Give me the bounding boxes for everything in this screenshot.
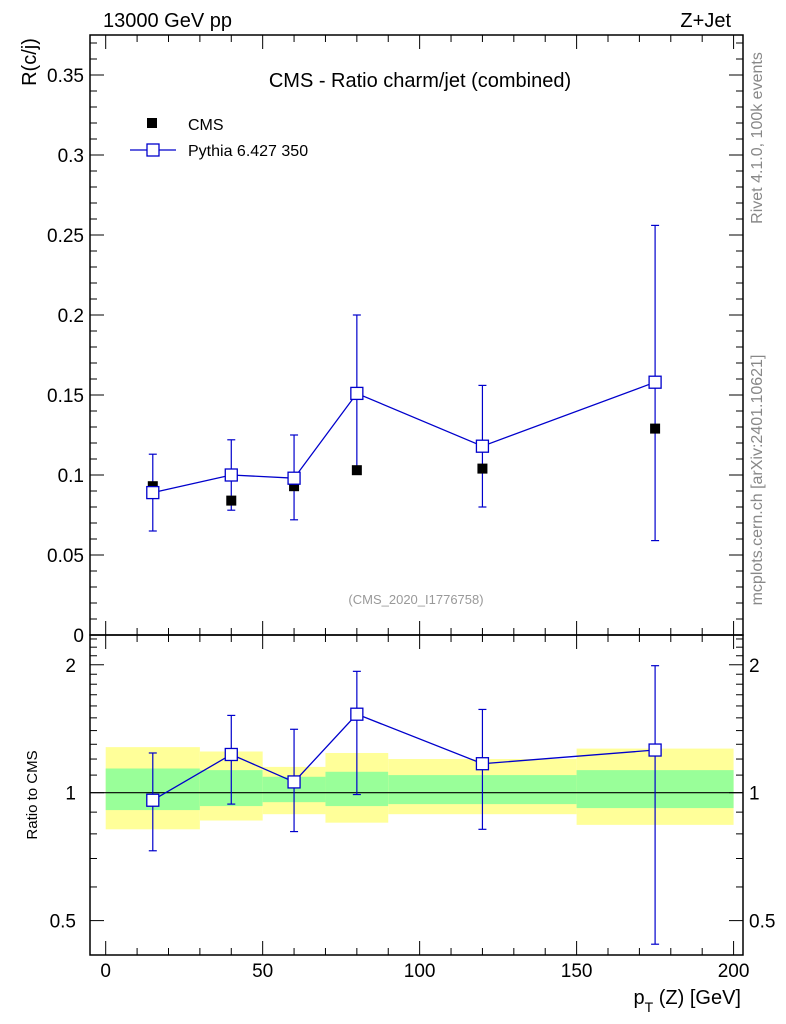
ratio-y-tick-label: 0.5 — [50, 912, 76, 933]
x-tick-label: 200 — [718, 961, 750, 982]
x-tick-label: 0 — [100, 961, 111, 982]
x-axis-label: pT (Z) [GeV] — [634, 987, 741, 1015]
ratio-panel: 0.5 0.5 1 1 2 2 0 50 100 150 200 Ratio to CMS pT (… — [24, 634, 775, 1015]
ratio-point — [224, 747, 238, 762]
main-axes: 0 0.05 0.1 0.15 0.2 0.25 0.3 0.35 — [47, 35, 743, 647]
mc-point — [146, 485, 160, 500]
mc-point — [475, 439, 490, 453]
main-panel: CMS - Ratio charm/jet (combined) R(c/j) … — [19, 34, 744, 647]
main-y-tick-label: 0.3 — [58, 146, 84, 167]
x-tick-label: 50 — [252, 961, 273, 982]
cms-data-point — [289, 481, 300, 492]
watermark: (CMS_2020_I1776758) — [348, 592, 483, 607]
x-tick-label: 100 — [404, 961, 436, 982]
mc-point — [224, 468, 238, 482]
mc-point — [287, 471, 301, 485]
side-label-bottom: mcplots.cern.ch [arXiv:2401.10621] — [749, 355, 766, 606]
cms-data-point — [226, 495, 237, 506]
legend-pythia-label: Pythia 6.427 350 — [188, 143, 308, 160]
ratio-bands — [105, 747, 734, 830]
cms-data-point — [351, 465, 362, 476]
mc-series-line — [152, 381, 656, 494]
main-y-tick-label: 0.25 — [47, 226, 84, 247]
legend-cms-label: CMS — [188, 117, 224, 134]
main-y-tick-label: 0.15 — [47, 386, 84, 407]
ratio-point — [475, 757, 490, 771]
legend: CMS Pythia 6.427 350 — [130, 117, 308, 160]
legend-cms-marker — [147, 118, 157, 128]
header-right: Z+Jet — [680, 10, 731, 32]
main-y-tick-label: 0.35 — [47, 66, 84, 87]
ratio-y-label: Ratio to CMS — [24, 750, 41, 839]
ratio-y-tick-label-right: 1 — [749, 784, 760, 805]
ratio-axes: 0.5 0.5 1 1 2 2 0 50 100 150 200 — [50, 635, 775, 982]
main-y-tick-label: 0.2 — [58, 306, 84, 327]
ratio-y-tick-label-right: 2 — [749, 656, 760, 677]
main-marks — [146, 224, 662, 542]
ratio-series-line — [152, 713, 656, 801]
mc-point — [648, 375, 662, 389]
main-y-tick-label: 0.1 — [58, 466, 84, 487]
ratio-y-tick-label-right: 0.5 — [749, 912, 775, 933]
main-y-tick-label: 0.05 — [47, 546, 84, 567]
side-label-top: Rivet 4.1.0, 100k events — [749, 52, 766, 224]
mc-point — [350, 386, 364, 401]
ratio-point — [648, 743, 662, 757]
ratio-point — [146, 793, 160, 807]
ratio-y-tick-label: 2 — [65, 656, 76, 677]
ratio-frame — [89, 634, 744, 956]
legend-pythia-marker — [146, 143, 160, 157]
ratio-point — [287, 775, 301, 789]
main-y-tick-label: 0 — [73, 626, 84, 647]
main-y-label: R(c/j) — [19, 38, 41, 86]
main-title: CMS - Ratio charm/jet (combined) — [269, 70, 571, 92]
ratio-point — [350, 707, 364, 721]
ratio-marks — [146, 665, 662, 945]
cms-data-point — [650, 423, 661, 434]
cms-data-point — [477, 463, 488, 474]
x-tick-label: 150 — [561, 961, 593, 982]
ratio-y-tick-label: 1 — [65, 784, 76, 805]
header-left: 13000 GeV pp — [103, 10, 232, 32]
